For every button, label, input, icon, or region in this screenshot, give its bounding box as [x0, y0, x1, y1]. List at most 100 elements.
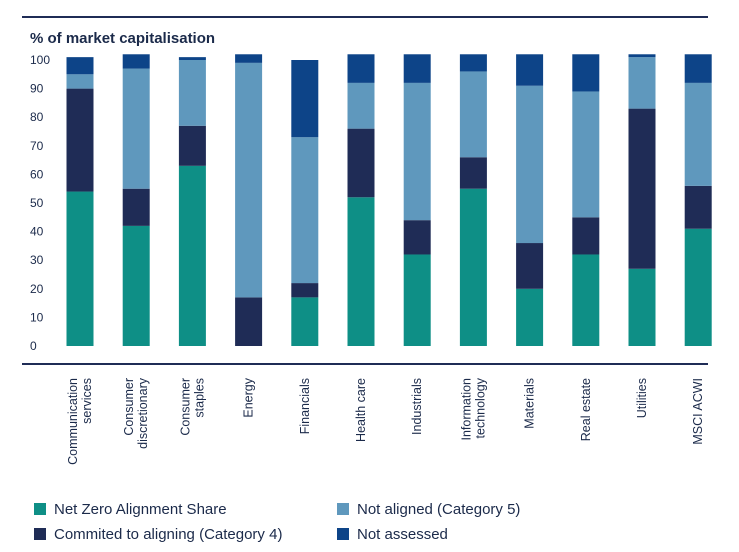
bar-segment-8-series-1: [459, 188, 487, 346]
bar-segment-5-series-3: [291, 137, 319, 284]
x-tick-label-line: Consumer: [178, 378, 192, 436]
x-tick-label-8: Information technology: [459, 377, 487, 440]
x-tick-label-9: Materials: [523, 378, 537, 429]
bar-segment-5-series-1: [291, 297, 319, 346]
bar-segment-12-series-4: [684, 54, 712, 83]
x-tick-label-line: services: [80, 378, 94, 424]
y-axis-label: % of market capitalisation: [30, 30, 215, 47]
bar-segment-12-series-2: [684, 185, 712, 229]
legend-swatch-2: [337, 503, 349, 515]
bar-segment-11-series-1: [628, 268, 656, 346]
x-tick-label-line: Industrials: [410, 378, 424, 435]
bar-segment-10-series-1: [572, 254, 600, 346]
bar-segment-9-series-1: [516, 288, 544, 346]
bar-segment-1-series-2: [66, 88, 94, 192]
y-tick-label: 50: [30, 196, 44, 210]
bar-segment-10-series-2: [572, 217, 600, 255]
bar-segment-6-series-3: [347, 82, 375, 129]
y-axis-ticks: 0 10 20 30 40 50 60 70 80 90 100: [30, 53, 50, 353]
legend-label-3: Commited to aligning (Category 4): [54, 526, 282, 543]
legend-label-4: Not assessed: [357, 526, 448, 543]
legend-label-2: Not aligned (Category 5): [357, 501, 520, 518]
legend: Net Zero Alignment Share Not aligned (Cat…: [34, 501, 520, 543]
y-tick-label: 20: [30, 282, 44, 296]
x-tick-label-line: Utilities: [635, 378, 649, 418]
bar-segment-8-series-3: [459, 71, 487, 158]
bar-segment-2-series-2: [122, 188, 150, 226]
bar-segment-5-series-4: [291, 60, 319, 138]
bar-segment-2-series-4: [122, 54, 150, 69]
legend-label-1: Net Zero Alignment Share: [54, 501, 227, 518]
bars: [66, 54, 712, 346]
bar-segment-7-series-2: [403, 220, 431, 255]
bar-segment-10-series-4: [572, 54, 600, 92]
legend-swatch-3: [34, 528, 46, 540]
x-tick-label-5: Financials: [298, 378, 312, 434]
y-tick-label: 80: [30, 110, 44, 124]
x-tick-label-11: Utilities: [635, 378, 649, 418]
x-tick-label-7: Industrials: [410, 378, 424, 435]
x-tick-label-line: Health care: [354, 378, 368, 442]
bar-segment-1-series-1: [66, 191, 94, 346]
y-tick-label: 60: [30, 167, 44, 181]
bar-segment-3-series-1: [178, 165, 206, 346]
x-tick-label-6: Health care: [354, 378, 368, 442]
x-tick-label-line: discretionary: [136, 377, 150, 449]
x-tick-label-10: Real estate: [579, 378, 593, 441]
bar-segment-5-series-2: [291, 283, 319, 298]
bar-segment-9-series-3: [516, 85, 544, 244]
y-tick-label: 30: [30, 253, 44, 267]
x-tick-label-line: Consumer: [122, 378, 136, 436]
legend-swatch-1: [34, 503, 46, 515]
bar-segment-1-series-3: [66, 74, 94, 89]
bar-segment-6-series-4: [347, 54, 375, 83]
legend-swatch-4: [337, 528, 349, 540]
bar-segment-8-series-4: [459, 54, 487, 72]
bar-segment-3-series-2: [178, 125, 206, 166]
bar-segment-6-series-1: [347, 197, 375, 346]
bar-segment-11-series-4: [628, 54, 656, 58]
bar-segment-7-series-4: [403, 54, 431, 83]
x-tick-label-3: Consumer staples: [178, 378, 206, 436]
x-tick-label-line: Materials: [523, 378, 537, 429]
bar-segment-9-series-4: [516, 54, 544, 86]
bar-segment-3-series-4: [178, 57, 206, 60]
bar-segment-7-series-1: [403, 254, 431, 346]
bar-segment-8-series-2: [459, 157, 487, 189]
bar-segment-4-series-2: [235, 297, 263, 346]
bar-segment-7-series-3: [403, 82, 431, 221]
x-axis-ticks: Communication services Consumer discretiona…: [66, 377, 705, 465]
y-tick-label: 90: [30, 82, 44, 96]
bar-segment-11-series-3: [628, 57, 656, 109]
x-tick-label-line: Communication: [66, 378, 80, 465]
bar-segment-4-series-4: [235, 54, 263, 63]
x-tick-label-line: Information: [459, 378, 473, 441]
bar-segment-12-series-3: [684, 82, 712, 186]
y-tick-label: 0: [30, 339, 37, 353]
bar-segment-6-series-2: [347, 128, 375, 198]
bar-segment-11-series-2: [628, 108, 656, 269]
y-tick-label: 40: [30, 225, 44, 239]
bar-segment-2-series-3: [122, 68, 150, 189]
y-tick-label: 10: [30, 310, 44, 324]
x-tick-label-line: Energy: [242, 377, 256, 417]
bar-segment-10-series-3: [572, 91, 600, 218]
bar-segment-9-series-2: [516, 243, 544, 289]
x-tick-label-line: Financials: [298, 378, 312, 434]
bar-segment-1-series-4: [66, 57, 94, 75]
x-tick-label-line: staples: [192, 378, 206, 418]
x-tick-label-4: Energy: [242, 377, 256, 417]
y-tick-label: 70: [30, 139, 44, 153]
x-tick-label-1: Communication services: [66, 378, 94, 465]
bar-segment-12-series-1: [684, 228, 712, 346]
x-tick-label-line: MSCI ACWI: [691, 378, 705, 445]
bar-segment-4-series-3: [235, 62, 263, 298]
x-tick-label-12: MSCI ACWI: [691, 378, 705, 445]
y-tick-label: 100: [30, 53, 50, 67]
bar-segment-3-series-3: [178, 60, 206, 126]
x-tick-label-line: Real estate: [579, 378, 593, 441]
bar-segment-2-series-1: [122, 225, 150, 346]
x-tick-label-2: Consumer discretionary: [122, 377, 150, 449]
x-tick-label-line: technology: [473, 377, 487, 438]
